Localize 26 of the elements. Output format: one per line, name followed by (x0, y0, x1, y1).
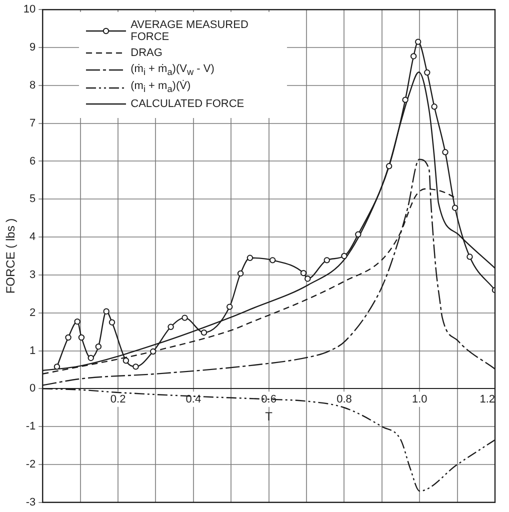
y-tick-label: 8 (30, 79, 36, 92)
x-tick-label: 0.6 (261, 393, 276, 406)
legend-label: CALCULATED FORCE (130, 98, 244, 111)
x-tick-label: 1.0 (412, 393, 428, 406)
y-tick-label: 9 (30, 42, 36, 54)
y-tick-label: 6 (30, 155, 36, 168)
x-tick-label: 0.8 (336, 393, 352, 406)
y-tick-label: -2 (26, 458, 36, 471)
y-tick-label: 10 (23, 4, 36, 16)
y-axis-title: FORCE ( lbs ) (4, 218, 18, 294)
y-tick-label: 5 (30, 193, 36, 206)
legend-label: (ṁ$_{i}$ + ṁ$_{a}$)(V$_{w}$ - V) (130, 62, 214, 78)
x-tick-label: 1.2 (480, 393, 495, 406)
y-tick-label: 7 (30, 117, 36, 130)
legend-label: DRAG (130, 46, 162, 60)
x-axis-title: T (265, 409, 274, 424)
y-tick-label: -1 (26, 420, 36, 433)
y-tick-label: 1 (30, 344, 36, 357)
y-tick-label: 3 (30, 268, 36, 281)
y-tick-label: 0 (30, 382, 36, 395)
legend-label: AVERAGE MEASURED FORCE (130, 18, 250, 44)
y-tick-label: 2 (30, 306, 36, 319)
legend-label: (m$_{i}$ + m$_{a}$)(V̇) (130, 80, 191, 95)
y-tick-label: -3 (26, 496, 36, 508)
x-tick-label: 0.2 (110, 393, 126, 406)
y-tick-label: 4 (30, 231, 36, 244)
